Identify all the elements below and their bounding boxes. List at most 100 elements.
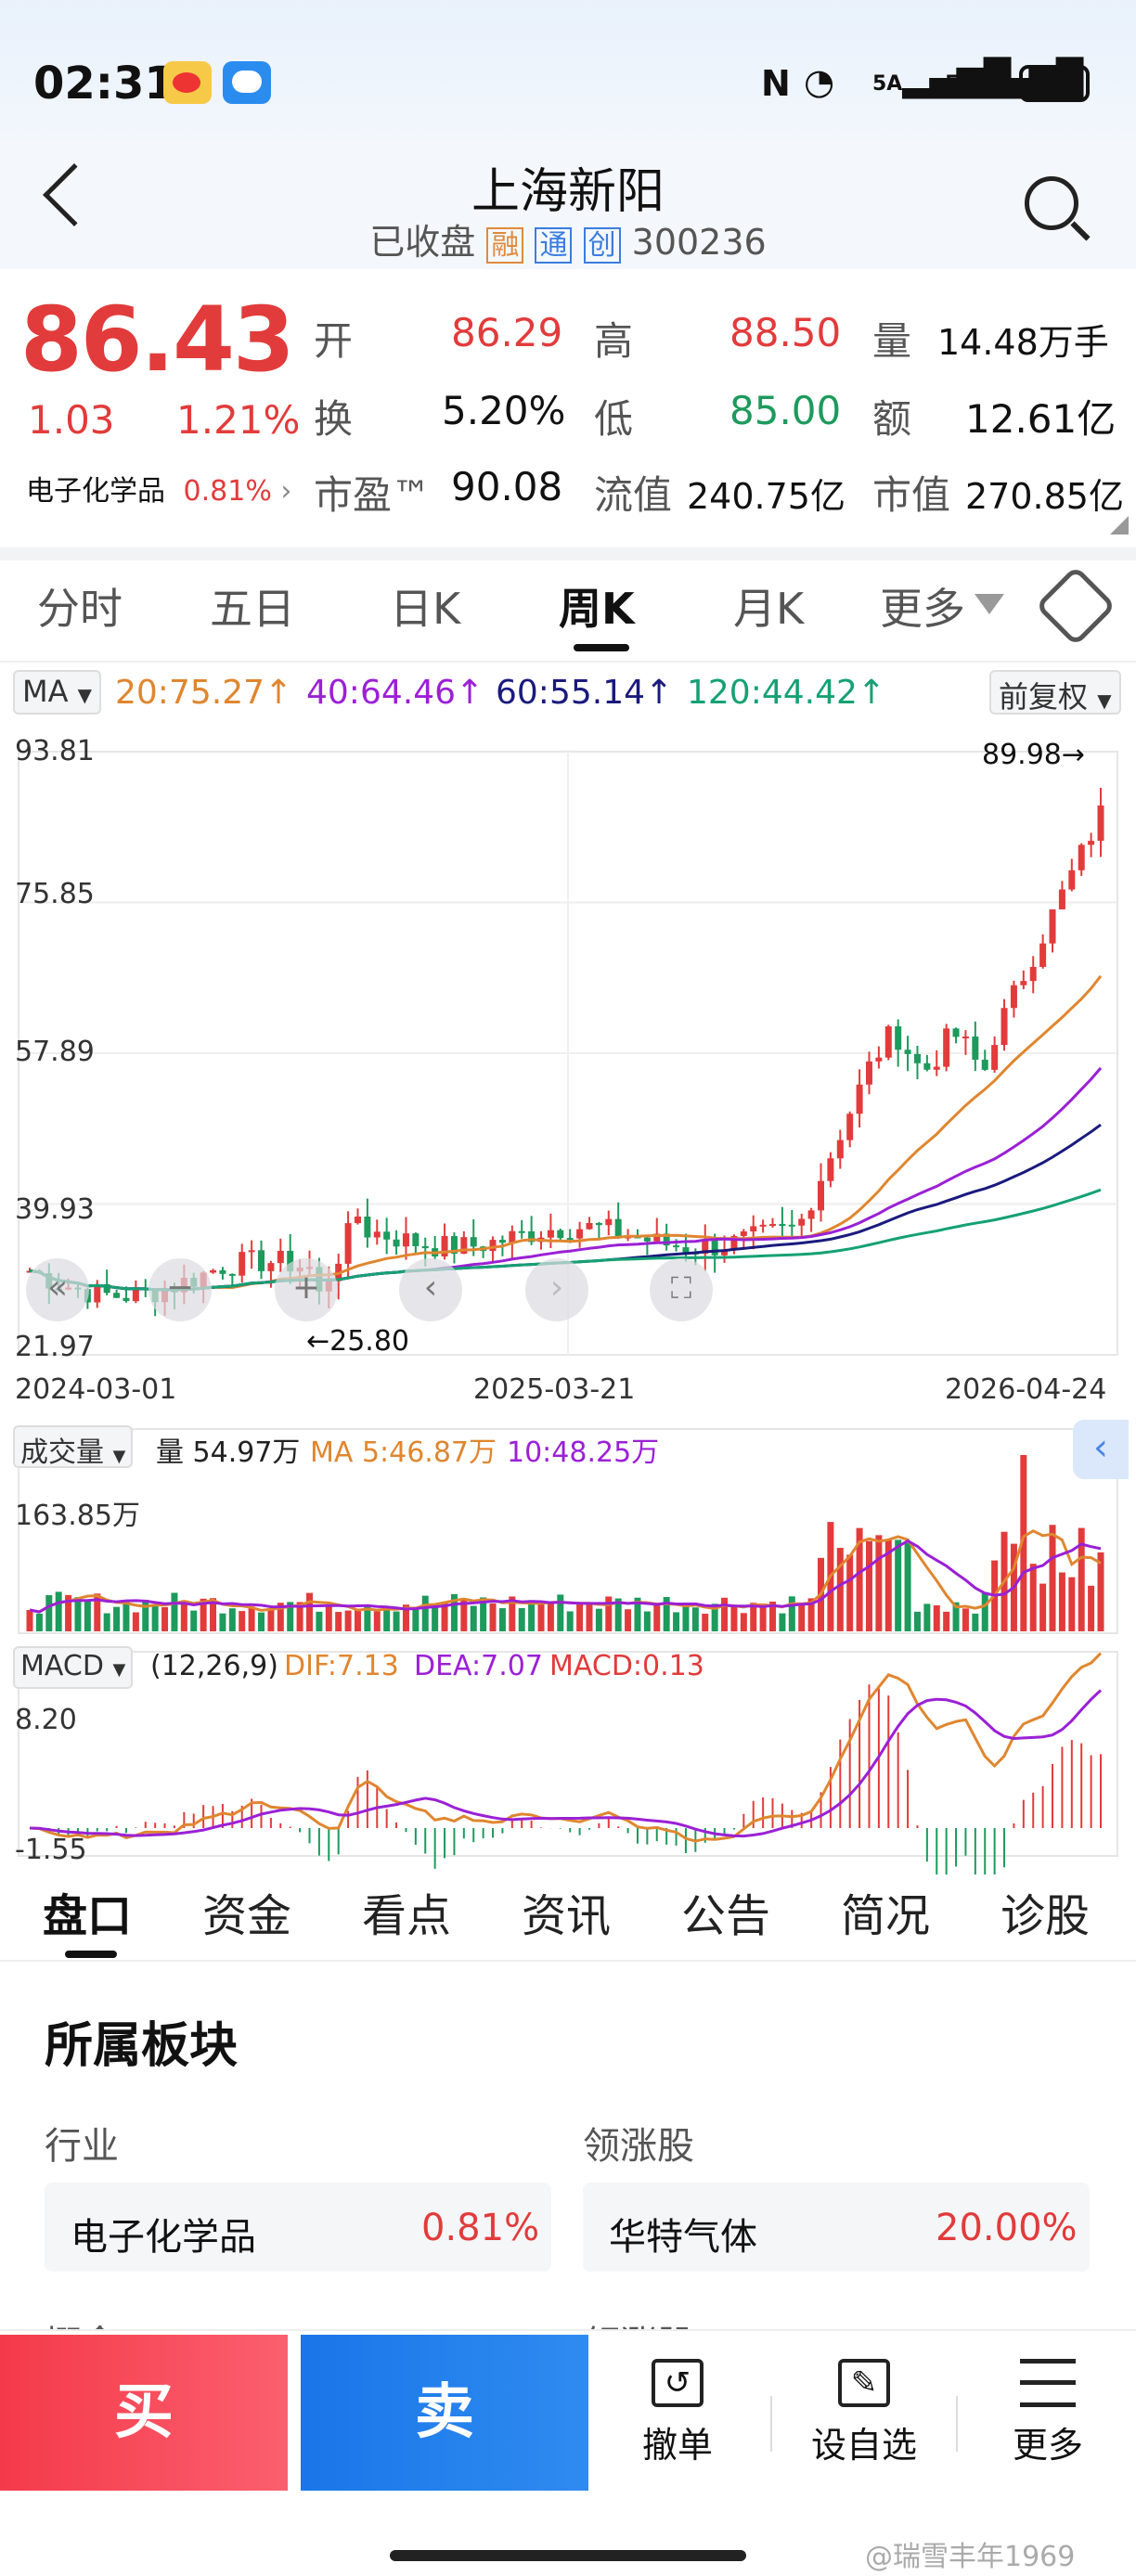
candle-body	[1049, 908, 1056, 944]
industry-chip[interactable]	[45, 2183, 551, 2272]
volume-bar	[518, 1607, 525, 1631]
candles	[26, 787, 1104, 1317]
tab-five-day[interactable]: 五日	[210, 584, 295, 634]
volume-bar	[537, 1604, 545, 1631]
settings-hex-icon[interactable]	[1035, 565, 1117, 647]
candle-body	[1068, 869, 1076, 890]
add-watchlist-button[interactable]: ✎ 设自选	[794, 2359, 934, 2467]
search-icon[interactable]	[1025, 176, 1078, 230]
volume-bar	[113, 1606, 121, 1631]
candle-body	[576, 1229, 584, 1239]
tab-announcements[interactable]: 公告	[681, 1890, 771, 1942]
add-watchlist-label: 设自选	[810, 2425, 917, 2466]
rewind-button[interactable]: «	[26, 1258, 89, 1321]
tab-news[interactable]: 资讯	[522, 1890, 612, 1942]
candle-body	[1020, 981, 1027, 985]
x-tick-mid: 2025-03-21	[473, 1373, 636, 1406]
volume-bar	[721, 1597, 729, 1631]
leader-chip[interactable]	[583, 2183, 1090, 2272]
candle-body	[412, 1233, 420, 1246]
volume-bar	[402, 1604, 409, 1631]
ma40-line	[29, 1066, 1103, 1292]
candle-body	[103, 1283, 110, 1294]
volume-bar	[1049, 1525, 1056, 1631]
volume-ma10-line	[29, 1539, 1102, 1614]
volume-bar	[132, 1612, 139, 1631]
sector-link[interactable]: 电子化学品 0.81% ›	[26, 468, 291, 509]
volume-bar	[210, 1598, 217, 1631]
volume-bar	[383, 1606, 391, 1631]
ma-selector[interactable]: MA ▼	[13, 670, 102, 715]
ma60-value: 60:55.14↑	[496, 674, 674, 712]
volume-bar	[161, 1606, 169, 1631]
pe-label: 市盈™	[314, 472, 432, 518]
volume-bar	[663, 1597, 670, 1631]
volume-bar	[895, 1539, 902, 1631]
battery-icon: 75	[1019, 65, 1090, 102]
turnover-value: 5.20%	[442, 388, 566, 433]
volume-bar	[373, 1611, 381, 1631]
volume-bar	[836, 1548, 844, 1631]
zoom-out-button[interactable]: −	[148, 1258, 212, 1321]
candle-body	[219, 1269, 226, 1274]
scroll-right-button[interactable]: ›	[525, 1258, 588, 1321]
signal-icon-1: 5A▂▄▆█	[872, 58, 1012, 98]
volume-selector-label: 成交量	[20, 1436, 104, 1469]
tab-orderbook[interactable]: 盘口	[43, 1890, 133, 1942]
volume-bar	[35, 1613, 43, 1631]
macd-selector-label: MACD	[20, 1650, 104, 1682]
candle-body	[460, 1237, 468, 1255]
volume-frame	[18, 1428, 1118, 1634]
more-button[interactable]: 更多	[978, 2359, 1117, 2467]
adjust-label: 前复权	[999, 679, 1089, 715]
fullscreen-button[interactable]: ⛶	[650, 1258, 713, 1321]
volume-bar	[267, 1607, 275, 1631]
volume-bar	[788, 1596, 795, 1631]
low-price-label: ←25.80	[306, 1325, 410, 1358]
expand-corner-icon[interactable]	[1110, 516, 1129, 535]
tab-highlights[interactable]: 看点	[362, 1890, 452, 1942]
tab-daily-k[interactable]: 日K	[390, 584, 461, 634]
x-tick-start: 2024-03-01	[15, 1373, 177, 1406]
tab-more[interactable]: 更多	[880, 584, 965, 634]
candle-body	[663, 1233, 670, 1246]
float-cap-value: 240.75亿	[687, 476, 846, 517]
volume-bar	[943, 1611, 950, 1631]
collapse-panel-tab[interactable]: ‹	[1073, 1420, 1129, 1479]
volume-bar	[865, 1540, 872, 1631]
candle-body	[981, 1060, 988, 1070]
low-value: 85.00	[729, 388, 842, 433]
volume-selector[interactable]: 成交量 ▼	[13, 1425, 134, 1469]
volume-bar	[933, 1604, 940, 1631]
tab-monthly-k[interactable]: 月K	[733, 584, 805, 634]
candle-body	[769, 1224, 777, 1227]
signal-icon-2: 5A▂▄▆█	[945, 58, 1084, 98]
edit-icon: ✎	[838, 2359, 890, 2407]
zoom-in-button[interactable]: +	[275, 1258, 338, 1321]
tab-profile[interactable]: 简况	[841, 1890, 931, 1942]
volume-bar	[180, 1600, 187, 1631]
x-tick-end: 2026-04-24	[945, 1373, 1107, 1406]
candle-body	[846, 1114, 854, 1140]
scroll-left-button[interactable]: ‹	[399, 1258, 462, 1321]
ma20-line	[29, 974, 1103, 1292]
volume-bar	[450, 1593, 458, 1631]
tab-weekly-k[interactable]: 周K	[559, 584, 635, 634]
macd-selector[interactable]: MACD ▼	[13, 1646, 134, 1689]
volume-bar	[1029, 1564, 1037, 1631]
volume-ma5-line	[29, 1529, 1102, 1614]
candle-body	[595, 1222, 602, 1226]
sell-button[interactable]: 卖	[301, 2335, 588, 2491]
volume-bar	[228, 1608, 236, 1631]
home-indicator	[390, 2550, 746, 2561]
caret-down-icon: ▼	[112, 1447, 126, 1466]
candle-body	[566, 1238, 574, 1241]
cancel-order-button[interactable]: ↺ 撤单	[613, 2359, 742, 2467]
tab-intraday[interactable]: 分时	[37, 584, 123, 634]
tab-diagnosis[interactable]: 诊股	[1000, 1890, 1091, 1942]
volume-value: 14.48万手	[937, 322, 1109, 363]
tab-capital[interactable]: 资金	[202, 1890, 292, 1942]
buy-button[interactable]: 买	[0, 2335, 288, 2491]
adjust-selector[interactable]: 前复权 ▼	[989, 670, 1121, 715]
status-time: 02:31	[33, 58, 175, 109]
